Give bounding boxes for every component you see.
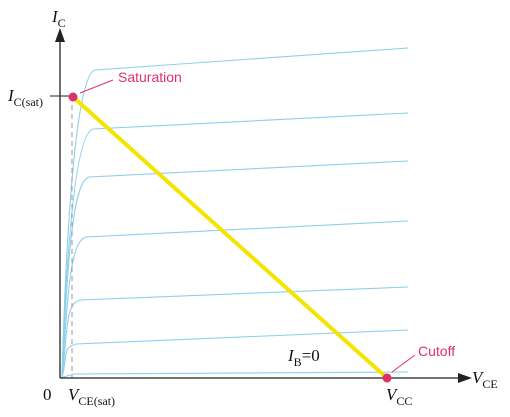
- saturation-leader-line: [79, 79, 114, 94]
- ic-sat-label: IC(sat): [8, 86, 43, 109]
- collector-curve-7: [61, 371, 409, 379]
- cutoff-leader-line: [391, 354, 416, 373]
- ib-zero-label: IB=0: [288, 346, 320, 369]
- origin-label: 0: [43, 385, 52, 404]
- collector-curves: [61, 47, 409, 379]
- collector-curve-6: [61, 329, 409, 379]
- saturation-point: [68, 92, 78, 102]
- collector-curve-5: [61, 286, 409, 379]
- x-axis-arrow-icon: [458, 373, 472, 383]
- cutoff-annotation: Cutoff: [418, 343, 456, 359]
- saturation-annotation: Saturation: [118, 69, 182, 85]
- collector-curve-2: [61, 112, 409, 379]
- cutoff-point: [382, 373, 392, 383]
- collector-curve-1: [61, 47, 409, 379]
- vce-sat-label: VCE(sat): [68, 385, 116, 408]
- y-axis-arrow-icon: [55, 28, 65, 42]
- x-axis-label: VCE: [472, 368, 498, 391]
- collector-curve-3: [61, 160, 409, 379]
- y-axis-label: IC: [52, 7, 66, 30]
- vcc-label: VCC: [386, 385, 413, 408]
- dc-load-line: [71, 95, 389, 380]
